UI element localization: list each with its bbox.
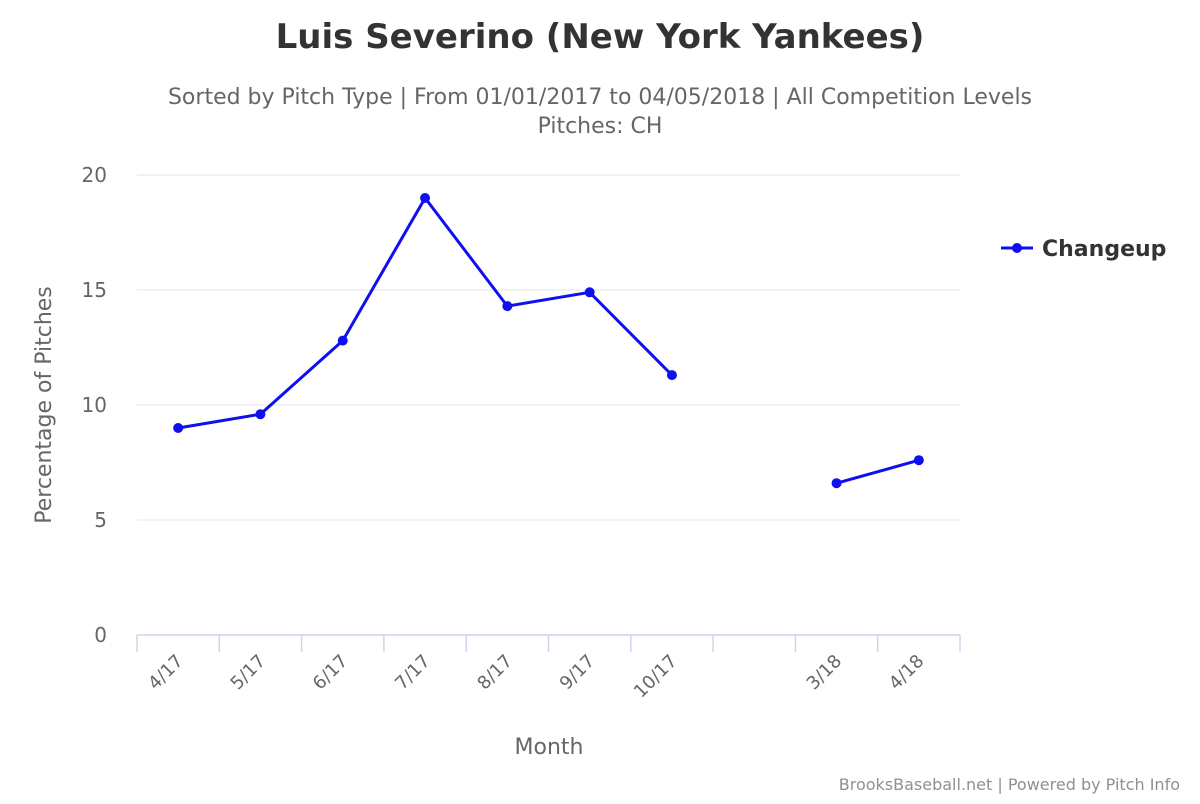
x-tick-label: 6/17 [309, 651, 352, 694]
series-layer [173, 193, 924, 489]
x-tick-label: 10/17 [630, 651, 682, 703]
data-point[interactable] [337, 335, 348, 346]
data-point[interactable] [502, 301, 513, 312]
x-tick-label: 8/17 [473, 651, 516, 694]
data-point[interactable] [831, 478, 842, 489]
x-tick-label: 3/18 [803, 651, 846, 694]
y-tick-label: 20 [82, 163, 107, 187]
chart-title: Luis Severino (New York Yankees) [276, 17, 925, 57]
data-point[interactable] [255, 409, 266, 420]
series-line-segment [176, 196, 674, 430]
series-line-segment [835, 458, 921, 485]
grid-layer [137, 174, 960, 521]
x-tick-label: 9/17 [556, 651, 599, 694]
x-axis-title: Month [515, 735, 584, 760]
x-tick-label: 4/18 [885, 651, 928, 694]
x-tick-label: 5/17 [227, 651, 270, 694]
data-point[interactable] [420, 193, 431, 203]
axis-layer: 0 5 10 15 20 4/17 5/17 6/17 7/17 8/17 9/17 10/17 3/1… [82, 163, 961, 703]
y-tick-label: 15 [82, 278, 107, 302]
data-point[interactable] [584, 287, 595, 298]
data-point[interactable] [913, 455, 924, 466]
data-point[interactable] [173, 423, 184, 433]
chart-subtitle-line-2: Pitches: CH [538, 114, 663, 139]
y-tick-label: 0 [94, 623, 107, 647]
legend[interactable]: Changeup [1001, 237, 1166, 262]
chart-subtitle-line-1: Sorted by Pitch Type | From 01/01/2017 t… [168, 85, 1032, 110]
data-point[interactable] [666, 370, 677, 381]
y-axis-title: Percentage of Pitches [32, 286, 57, 524]
y-tick-label: 5 [94, 508, 107, 532]
x-tick-label: 7/17 [391, 651, 434, 694]
credits[interactable]: BrooksBaseball.net | Powered by Pitch In… [839, 775, 1180, 794]
y-tick-label: 10 [82, 393, 107, 417]
legend-marker-changeup [1012, 243, 1022, 253]
x-tick-label: 4/17 [144, 651, 187, 694]
legend-label-changeup: Changeup [1042, 237, 1166, 262]
